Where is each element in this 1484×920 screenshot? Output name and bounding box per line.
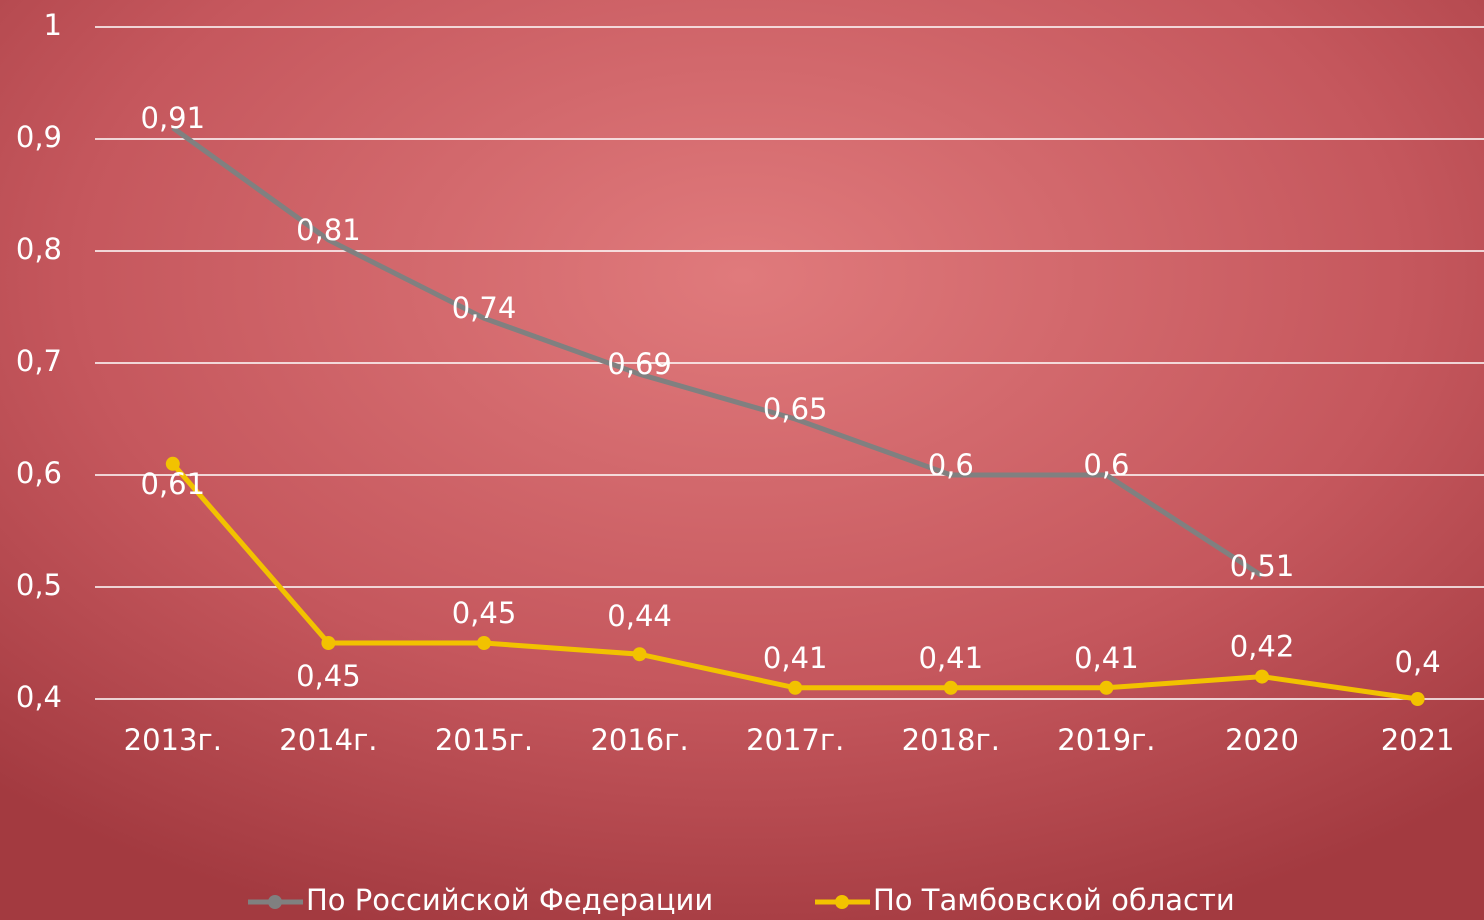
- y-tick-label: 0,9: [16, 120, 62, 154]
- point: [1411, 692, 1425, 706]
- data-label: 0,51: [1230, 549, 1295, 583]
- data-label: 0,61: [141, 467, 206, 501]
- data-label: 0,45: [452, 596, 517, 630]
- x-tick-label: 2014г.: [279, 723, 377, 757]
- data-label: 0,41: [763, 641, 828, 675]
- y-tick-label: 0,7: [16, 344, 62, 378]
- data-label: 0,65: [763, 392, 828, 426]
- y-tick-label: 0,8: [16, 232, 62, 266]
- y-tick-label: 0,5: [16, 568, 62, 602]
- legend-label: По Тамбовской области: [873, 883, 1235, 917]
- background: [0, 0, 1484, 920]
- y-tick-label: 0,6: [16, 456, 62, 490]
- point: [477, 636, 491, 650]
- x-tick-label: 2018г.: [902, 723, 1000, 757]
- data-label: 0,6: [928, 448, 974, 482]
- point: [1099, 681, 1113, 695]
- data-label: 0,44: [607, 599, 672, 633]
- data-label: 0,74: [452, 291, 517, 325]
- point: [788, 681, 802, 695]
- data-label: 0,45: [296, 659, 361, 693]
- point: [944, 681, 958, 695]
- data-label: 0,91: [141, 101, 206, 135]
- x-tick-label: 2015г.: [435, 723, 533, 757]
- data-label: 0,42: [1230, 630, 1295, 664]
- legend-marker: [835, 895, 849, 909]
- data-label: 0,6: [1083, 448, 1129, 482]
- legend-label: По Российской Федерации: [306, 883, 713, 917]
- x-tick-label: 2016г.: [590, 723, 688, 757]
- y-tick-label: 1: [44, 8, 62, 42]
- y-tick-label: 0,4: [16, 680, 62, 714]
- x-tick-label: 2013г.: [124, 723, 222, 757]
- point: [1255, 670, 1269, 684]
- x-tick-label: 2019г.: [1057, 723, 1155, 757]
- data-label: 0,69: [607, 347, 672, 381]
- x-tick-label: 2021: [1381, 723, 1455, 757]
- x-tick-label: 2017г.: [746, 723, 844, 757]
- page: 0,40,50,60,70,80,912013г.2014г.2015г.201…: [0, 0, 1484, 920]
- chart: 0,40,50,60,70,80,912013г.2014г.2015г.201…: [0, 0, 1484, 920]
- x-tick-label: 2020: [1225, 723, 1299, 757]
- point: [633, 647, 647, 661]
- legend-marker: [268, 895, 282, 909]
- point: [321, 636, 335, 650]
- data-label: 0,81: [296, 213, 361, 247]
- data-label: 0,41: [919, 641, 984, 675]
- data-label: 0,41: [1074, 641, 1139, 675]
- data-label: 0,4: [1395, 645, 1441, 679]
